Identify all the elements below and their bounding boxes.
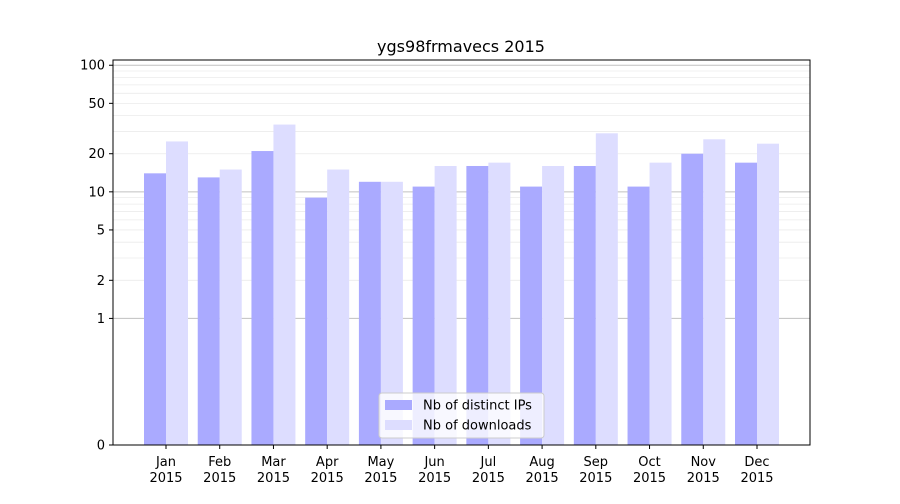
x-tick-label-year: 2015 [633, 471, 666, 486]
x-tick-label-year: 2015 [579, 471, 612, 486]
bar-distinct-ips-4 [305, 197, 328, 445]
y-tick-label: 1 [97, 312, 105, 327]
bar-downloads-4 [327, 169, 350, 445]
chart-title: ygs98frmavecs 2015 [377, 37, 545, 56]
bar-downloads-3 [273, 124, 296, 445]
x-tick-label-month: Feb [208, 455, 231, 470]
bar-distinct-ips-2 [197, 177, 220, 446]
bar-downloads-5 [380, 181, 403, 445]
bar-downloads-1 [166, 141, 188, 445]
bar-distinct-ips-8 [520, 186, 543, 446]
y-tick-label: 5 [97, 223, 105, 238]
x-tick-label-month: May [367, 455, 394, 470]
bar-downloads-9 [595, 133, 618, 445]
x-tick-label-month: Dec [744, 455, 769, 470]
bar-downloads-6 [434, 165, 457, 446]
x-tick-label-month: Jan [155, 455, 176, 470]
x-tick-label-month: Aug [529, 455, 554, 470]
x-tick-label-month: Jul [480, 455, 497, 470]
x-tick-label-month: Mar [261, 455, 286, 470]
legend-swatch [385, 420, 412, 430]
bar-downloads-7 [488, 162, 511, 445]
bar-downloads-11 [703, 139, 726, 445]
y-tick-label: 100 [80, 59, 105, 74]
x-tick-label-month: Oct [638, 455, 660, 470]
bar-distinct-ips-11 [681, 153, 704, 446]
x-tick-label-month: Sep [584, 455, 609, 470]
x-tick-label-year: 2015 [203, 471, 236, 486]
bar-distinct-ips-3 [251, 151, 274, 445]
x-tick-label-year: 2015 [257, 471, 290, 486]
x-tick-label-year: 2015 [526, 471, 559, 486]
x-tick-label-month: Nov [691, 455, 717, 470]
x-tick-label-year: 2015 [364, 471, 397, 486]
bar-downloads-10 [649, 162, 672, 445]
legend-swatch [385, 400, 412, 410]
bar-distinct-ips-6 [412, 186, 435, 446]
x-tick-label-month: Apr [316, 455, 339, 470]
bar-distinct-ips-10 [627, 186, 650, 446]
bar-distinct-ips-12 [735, 162, 757, 445]
y-tick-label: 10 [88, 185, 105, 200]
x-tick-label-month: Jun [423, 455, 444, 470]
bar-distinct-ips-9 [573, 165, 596, 446]
x-tick-label-year: 2015 [740, 471, 773, 486]
bar-distinct-ips-7 [466, 165, 489, 446]
x-tick-label-year: 2015 [311, 471, 344, 486]
legend: Nb of distinct IPs Nb of downloads [378, 392, 545, 439]
bar-downloads-12 [757, 143, 779, 445]
bar-distinct-ips-5 [358, 181, 381, 445]
bars-layer [144, 124, 779, 446]
x-tick-label-year: 2015 [149, 471, 182, 486]
legend-box [378, 392, 545, 439]
legend-label: Nb of downloads [423, 419, 532, 434]
y-tick-label: 50 [88, 97, 105, 112]
plot-frame [112, 59, 811, 446]
y-tick-label: 2 [97, 274, 105, 289]
legend-label: Nb of distinct IPs [423, 399, 532, 414]
axes-layer: 0125102050100Jan2015Feb2015Mar2015Apr201… [80, 59, 811, 486]
x-tick-label-year: 2015 [687, 471, 720, 486]
bar-downloads-2 [219, 169, 242, 445]
bar-distinct-ips-1 [144, 173, 166, 445]
x-tick-label-year: 2015 [418, 471, 451, 486]
y-tick-label: 0 [97, 439, 105, 454]
bar-downloads-8 [542, 165, 565, 446]
y-tick-label: 20 [88, 147, 105, 162]
x-tick-label-year: 2015 [472, 471, 505, 486]
